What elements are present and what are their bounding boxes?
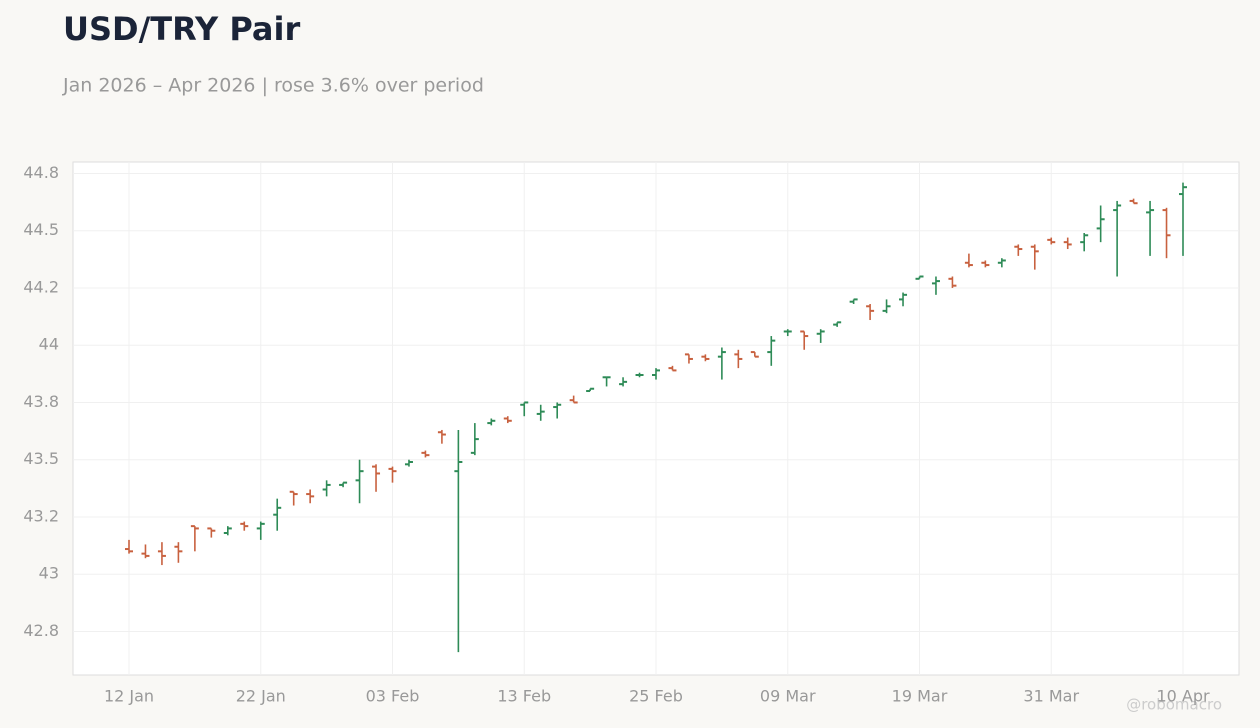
- x-tick-label: 25 Feb: [629, 687, 683, 706]
- y-tick-label: 43.5: [23, 449, 59, 468]
- x-tick-label: 13 Feb: [497, 687, 551, 706]
- y-tick-label: 44.8: [23, 163, 59, 182]
- x-tick-label: 22 Jan: [236, 687, 286, 706]
- x-tick-label: 09 Mar: [760, 687, 816, 706]
- x-tick-label: 31 Mar: [1023, 687, 1079, 706]
- chart-title: USD/TRY Pair: [63, 10, 300, 48]
- x-tick-label: 10 Apr: [1156, 687, 1210, 706]
- y-tick-label: 44.5: [23, 220, 59, 239]
- y-tick-label: 43.8: [23, 392, 59, 411]
- x-tick-label: 12 Jan: [104, 687, 154, 706]
- watermark: @robomacro: [1126, 696, 1222, 714]
- x-tick-label: 03 Feb: [366, 687, 420, 706]
- y-tick-label: 44: [39, 335, 59, 354]
- y-tick-label: 43.2: [23, 506, 59, 525]
- y-tick-label: 42.8: [23, 621, 59, 640]
- x-tick-label: 19 Mar: [892, 687, 948, 706]
- chart-subtitle: Jan 2026 – Apr 2026 | rose 3.6% over per…: [62, 75, 484, 97]
- y-tick-label: 43: [39, 564, 59, 583]
- y-tick-label: 44.2: [23, 277, 59, 296]
